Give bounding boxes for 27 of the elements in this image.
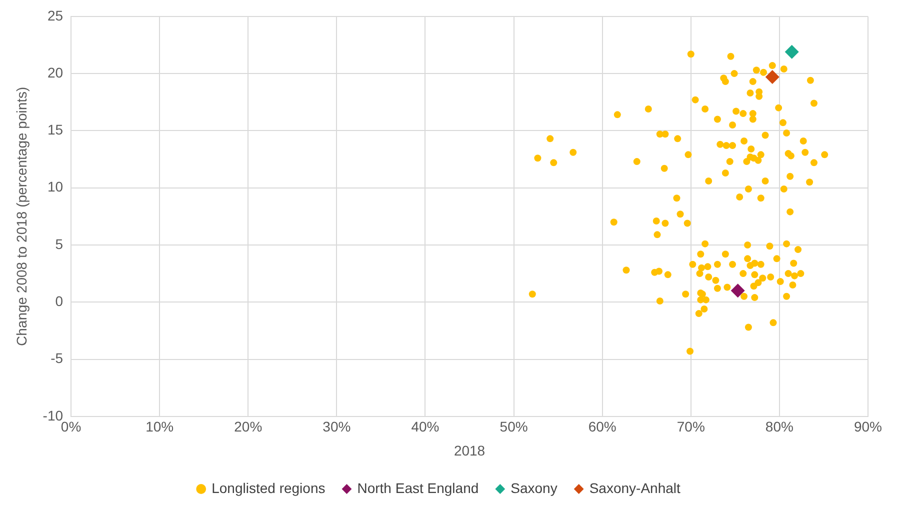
x-tick-label: 10% (146, 418, 174, 435)
x-tick-label: 30% (322, 418, 351, 435)
y-tick-label: -10 (42, 407, 64, 424)
x-tick-label: 50% (500, 418, 528, 435)
legend-label: Longlisted regions (212, 480, 326, 496)
y-tick-label: 0 (55, 292, 64, 309)
legend-label: Saxony (510, 480, 558, 496)
x-tick-label: 70% (676, 418, 705, 435)
y-tick-label: 10 (47, 178, 64, 195)
y-tick-label: 25 (47, 7, 64, 24)
point (784, 44, 799, 59)
x-tick-label: 80% (765, 418, 794, 435)
y-tick-label: 15 (47, 122, 64, 138)
point (765, 70, 780, 84)
x-tick-label: 90% (854, 418, 882, 435)
x-tick-label: 0% (60, 418, 82, 435)
y-axis-title: Change 2008 to 2018 (percentage points) (13, 86, 30, 346)
x-tick-label: 20% (234, 418, 262, 435)
legend-label: North East England (357, 480, 479, 496)
x-tick-label: 60% (588, 418, 616, 435)
y-tick-label: 5 (55, 236, 64, 252)
x-axis-title: 2018 (454, 442, 486, 458)
y-tick-label: -5 (50, 350, 64, 366)
point (730, 284, 745, 298)
legend-label: Saxony-Anhalt (589, 480, 681, 496)
x-tick-label: 40% (411, 418, 440, 435)
y-tick-label: 20 (47, 64, 64, 80)
